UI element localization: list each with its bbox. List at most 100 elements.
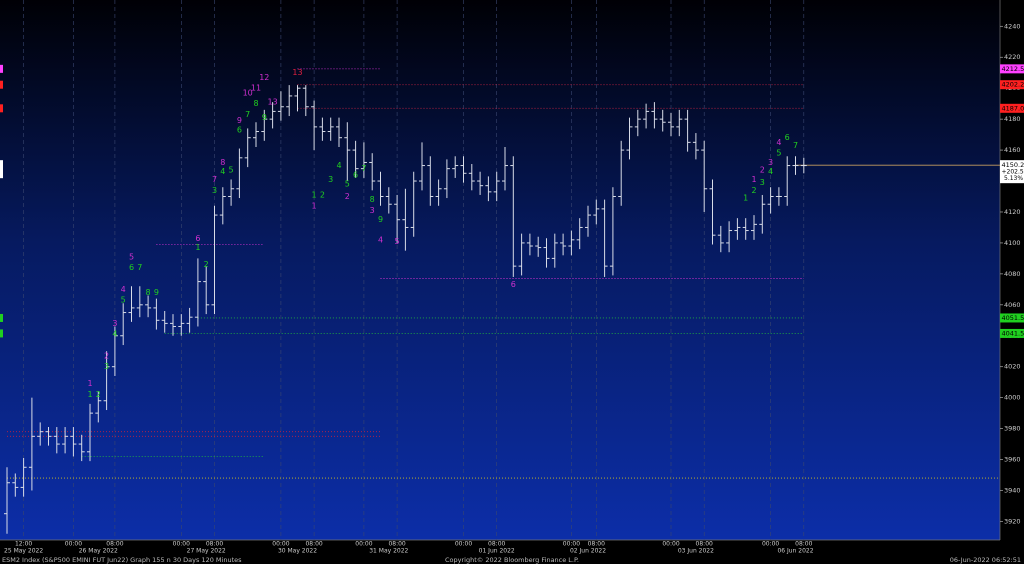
count-label: 6 [785,133,790,142]
x-tick-label: 08:00 [206,541,223,548]
count-label: 1 [312,190,317,199]
x-tick-label: 12:00 [15,541,32,548]
count-label: 2 [104,351,109,360]
count-label: 10 [243,88,253,97]
price-marker [0,64,3,73]
price-marker [0,80,3,89]
count-label: 7 [137,263,142,272]
count-label: 2 [96,390,101,399]
x-tick-label: 00:00 [762,541,779,548]
date-label: 30 May 2022 [278,548,317,555]
count-label: 5 [121,296,126,305]
count-label: 7 [212,175,217,184]
last-price-label: 4150.25 [1002,161,1024,169]
count-label: 8 [370,195,375,204]
count-label: 2 [345,192,350,201]
count-label: 4 [378,235,383,244]
date-label: 25 May 2022 [4,548,43,555]
date-label: 03 Jun 2022 [678,548,714,555]
x-tick-label: 08:00 [488,541,505,548]
count-label: 4 [336,161,341,170]
count-label: 9 [237,116,242,125]
count-label: 9 [262,113,267,122]
x-tick-label: 00:00 [272,541,289,548]
x-tick-label: 00:00 [65,541,82,548]
x-tick-label: 00:00 [662,541,679,548]
y-tick-label: 4120 [1004,208,1021,216]
count-label: 7 [793,141,798,150]
last-change-label: +202.50 [1002,169,1024,176]
count-label: 7 [361,164,366,173]
count-label: 4 [776,138,781,147]
count-label: 4 [112,330,117,339]
x-tick-label: 08:00 [106,541,123,548]
count-label: 1 [743,194,748,203]
y-tick-label: 4220 [1004,53,1021,61]
y-tick-label: 3940 [1004,486,1021,494]
count-label: 5 [345,180,350,189]
y-tick-label: 3960 [1004,456,1021,464]
last-price-marker [0,160,3,179]
price-tag-label: 4202.25 [1002,81,1024,89]
count-label: 13 [292,68,302,77]
y-tick-label: 4100 [1004,239,1021,247]
count-label: 3 [112,319,117,328]
count-label: 4 [768,167,773,176]
price-marker [0,104,3,113]
count-label: 2 [204,260,209,269]
count-label: 6 [237,125,242,134]
price-tag [1000,313,1024,323]
count-label: 6 [129,263,134,272]
price-tag [1000,64,1024,74]
count-label: 1 [751,175,756,184]
y-tick-label: 4160 [1004,146,1021,154]
count-label: 12 [259,73,269,82]
footer-background [0,540,1024,564]
count-label: 5 [776,149,781,158]
count-label: 2 [760,166,765,175]
footer-copyright: Copyright© 2022 Bloomberg Finance L.P. [445,556,579,564]
axis-background [1000,0,1024,540]
x-tick-label: 08:00 [696,541,713,548]
price-tag [1000,103,1024,113]
count-label: 6 [353,170,358,179]
count-label: 3 [760,178,765,187]
price-marker [0,313,3,322]
price-tag-label: 4187.00 [1002,104,1024,112]
count-label: 5 [395,237,400,246]
count-label: 5 [129,252,134,261]
footer-title: ESM2 Index (S&P500 EMINI FUT Jun22) Grap… [2,556,242,564]
x-tick-label: 08:00 [795,541,812,548]
x-tick-label: 00:00 [455,541,472,548]
last-change-pct-label: 5.13% [1004,175,1023,182]
price-tag [1000,328,1024,338]
x-tick-label: 08:00 [388,541,405,548]
date-label: 31 May 2022 [369,548,408,555]
count-label: 3 [370,206,375,215]
y-tick-label: 4000 [1004,394,1021,402]
footer-timestamp: 06-Jun-2022 06:52:51 [950,556,1021,564]
x-tick-label: 08:00 [305,541,322,548]
count-label: 4 [220,167,225,176]
date-label: 27 May 2022 [187,548,226,555]
y-tick-label: 4060 [1004,301,1021,309]
price-tag-label: 4051.50 [1002,314,1024,322]
price-tag [1000,80,1024,90]
plot-background [0,0,1000,540]
count-label: 3 [104,362,109,371]
price-marker [0,329,3,338]
price-tag-label: 4212.50 [1002,65,1024,73]
y-tick-label: 4080 [1004,270,1021,278]
count-label: 7 [245,110,250,119]
count-label: 2 [751,186,756,195]
x-tick-label: 00:00 [563,541,580,548]
price-tag-label: 4041.50 [1002,329,1024,337]
count-label: 1 [195,243,200,252]
count-label: 4 [121,285,126,294]
count-label: 8 [146,288,151,297]
count-label: 8 [220,158,225,167]
y-tick-label: 4180 [1004,115,1021,123]
count-label: 8 [253,99,258,108]
y-tick-label: 3980 [1004,425,1021,433]
